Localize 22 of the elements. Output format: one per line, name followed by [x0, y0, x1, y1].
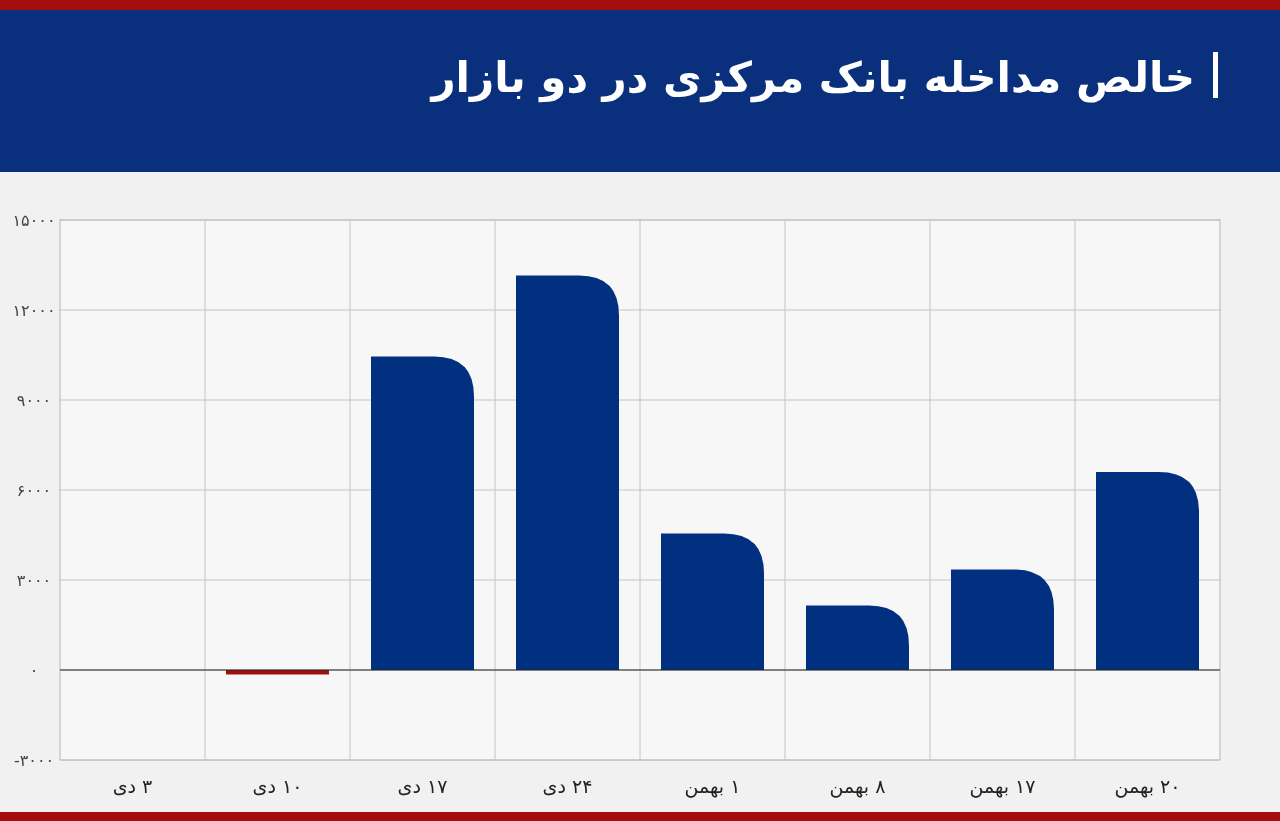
x-tick-label: ۱۰ دی [252, 775, 303, 797]
y-tick-label: ۰ [29, 661, 39, 680]
bar [371, 356, 474, 670]
x-tick-label: ۸ بهمن [829, 775, 886, 798]
y-tick-label: -۳۰۰۰ [13, 751, 55, 770]
x-tick-label: ۱ بهمن [684, 775, 741, 798]
y-tick-label: ۳۰۰۰ [16, 571, 52, 590]
bar [951, 569, 1054, 670]
chart-title: خالص مداخله بانک مرکزی در دو بازار [429, 53, 1195, 103]
bar [1096, 472, 1199, 670]
bar [661, 533, 764, 670]
x-tick-label: ۳ دی [112, 775, 153, 797]
bar [806, 605, 909, 670]
x-tick-label: ۲۰ بهمن [1114, 775, 1181, 798]
x-tick-label: ۱۷ بهمن [969, 775, 1036, 798]
x-tick-label: ۱۷ دی [397, 775, 448, 797]
bar [516, 275, 619, 670]
y-tick-label: ۶۰۰۰ [16, 481, 52, 500]
x-tick-label: ۲۴ دی [542, 775, 593, 797]
y-tick-label: ۱۵۰۰۰ [12, 211, 56, 230]
y-tick-label: ۹۰۰۰ [16, 391, 52, 410]
y-tick-label: ۱۲۰۰۰ [12, 301, 56, 320]
